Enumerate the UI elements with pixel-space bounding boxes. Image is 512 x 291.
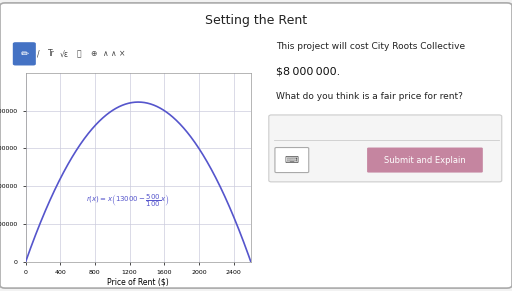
Text: /: / — [37, 49, 40, 58]
Text: ×: × — [119, 49, 125, 58]
FancyBboxPatch shape — [275, 148, 309, 173]
Text: Submit and Explain: Submit and Explain — [384, 156, 466, 164]
Text: What do you think is a fair price for rent?: What do you think is a fair price for re… — [276, 92, 463, 100]
FancyBboxPatch shape — [0, 3, 512, 288]
Text: ⌨: ⌨ — [285, 155, 299, 165]
Text: 🖊: 🖊 — [77, 49, 82, 58]
Text: √ε: √ε — [59, 49, 69, 58]
Text: $8 000 000.: $8 000 000. — [276, 66, 340, 76]
FancyBboxPatch shape — [367, 148, 483, 173]
Text: Setting the Rent: Setting the Rent — [205, 14, 307, 27]
Text: ✏: ✏ — [20, 49, 28, 59]
FancyBboxPatch shape — [269, 115, 502, 182]
Text: $r(x) = x\left(13000 - \dfrac{500}{100}x\right)$: $r(x) = x\left(13000 - \dfrac{500}{100}x… — [86, 193, 169, 210]
X-axis label: Price of Rent ($): Price of Rent ($) — [108, 277, 169, 286]
Text: ∧: ∧ — [110, 49, 115, 58]
Text: ∧: ∧ — [102, 49, 108, 58]
FancyBboxPatch shape — [13, 42, 36, 65]
Text: ⊕: ⊕ — [90, 49, 96, 58]
Text: This project will cost City Roots Collective: This project will cost City Roots Collec… — [276, 42, 465, 51]
Text: Tr: Tr — [48, 49, 55, 58]
